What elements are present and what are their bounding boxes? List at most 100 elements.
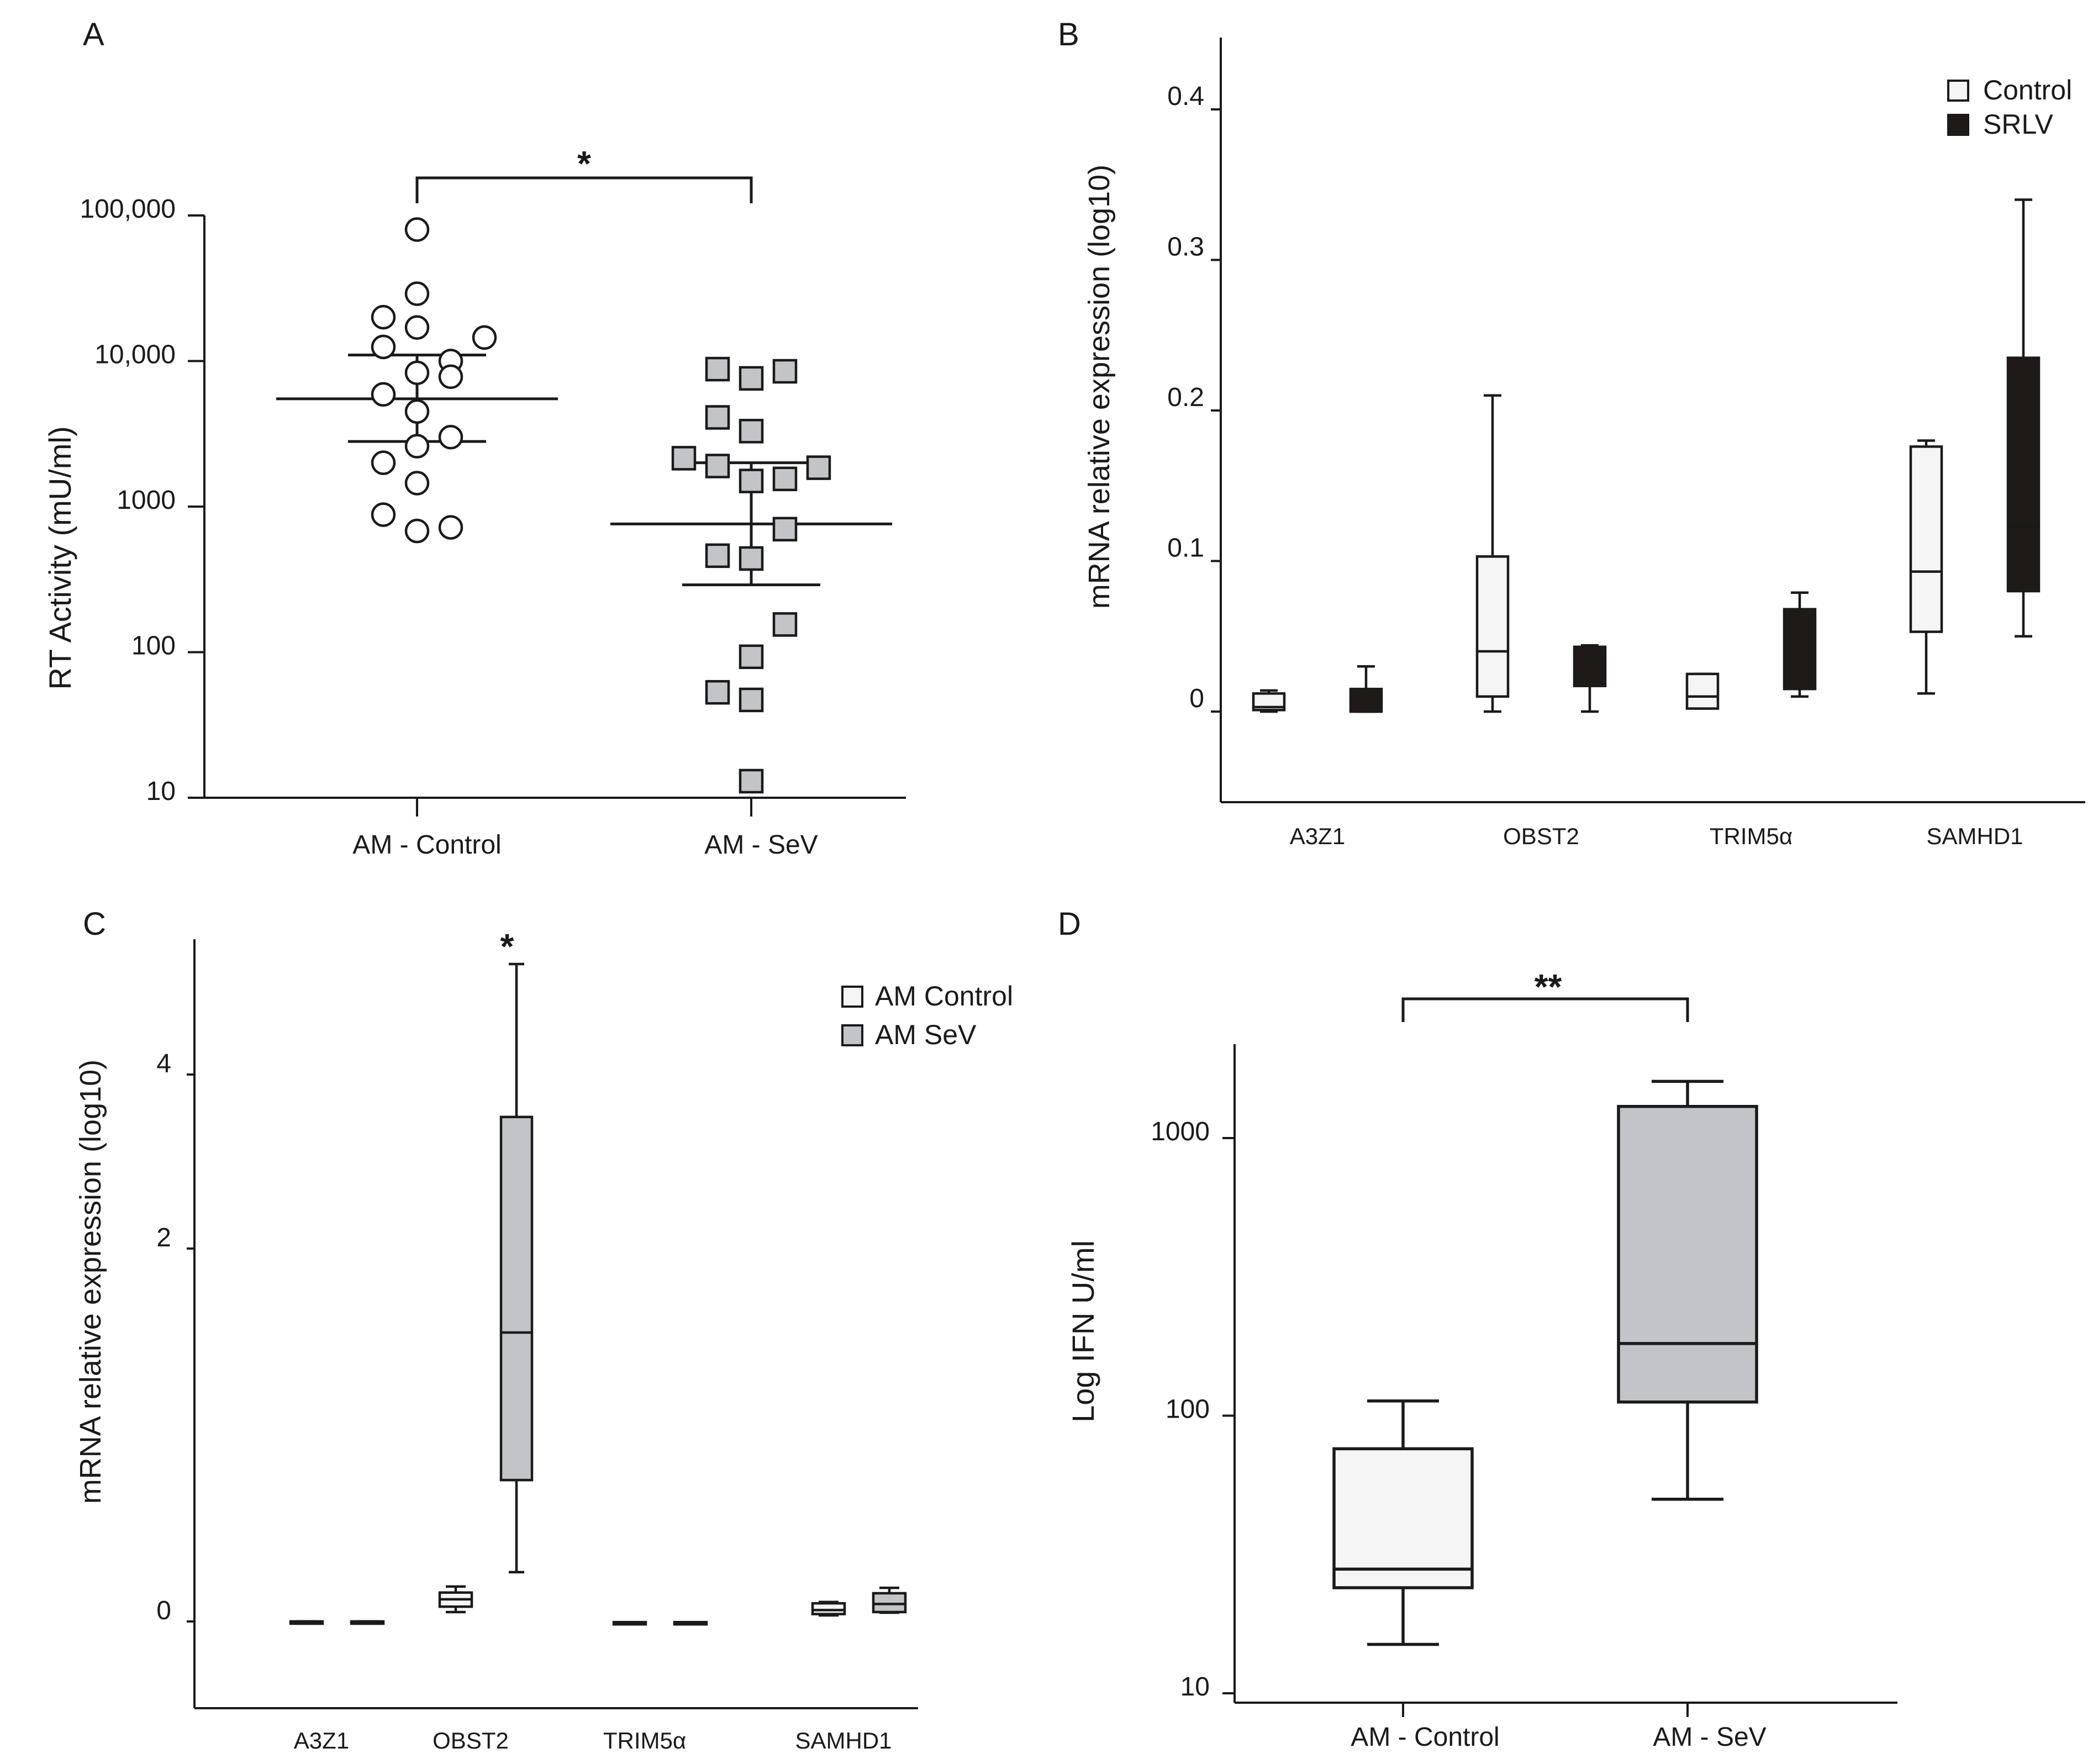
box-TRIM5α-Control: [1685, 672, 1720, 710]
panel-a-y-tick-label: 10: [146, 777, 176, 806]
panel-c-y-title: mRNA relative expression (log10): [74, 1060, 107, 1504]
panel-a-x-tick-label: AM - Control: [352, 830, 501, 860]
panel-a-letter: A: [83, 17, 104, 52]
panel-b-letter: B: [1058, 17, 1079, 52]
data-point: [705, 454, 730, 478]
box-body: [2006, 356, 2041, 593]
panel-b-x-tick-label: A3Z1: [1290, 823, 1345, 849]
data-point: [806, 455, 831, 480]
data-point: [438, 425, 463, 450]
panel-a-significance-label: *: [577, 144, 591, 183]
box-body: [811, 1602, 846, 1615]
panel-b-y-tick-label: 0.3: [1167, 233, 1204, 262]
legend-swatch: [841, 986, 863, 1008]
box-body: [872, 1592, 907, 1614]
box-SAMHD1-AM SeV: [872, 1586, 907, 1614]
data-point: [671, 446, 697, 471]
panel-d-x-tick-label: AM - SeV: [1653, 1723, 1766, 1752]
data-point: [404, 471, 430, 496]
box-SAMHD1-SRLV: [2006, 198, 2041, 638]
box-body: [1573, 645, 1607, 687]
data-point: [404, 217, 430, 242]
data-point: [371, 450, 396, 475]
panel-c-x-tick-label: OBST2: [433, 1728, 509, 1754]
box-A3Z1-Control: [1252, 689, 1286, 713]
box-A3Z1-AM SeV: [350, 1620, 385, 1625]
box-body: [1685, 672, 1720, 710]
box-body: [1475, 555, 1510, 698]
data-point: [705, 543, 730, 568]
data-point: [371, 502, 396, 527]
box-body: [1349, 687, 1383, 713]
data-point: [438, 515, 463, 540]
box-SAMHD1-Control: [1909, 439, 1943, 695]
legend-swatch: [1947, 80, 1969, 102]
data-point: [772, 517, 798, 542]
box-OBST2-SRLV: [1573, 644, 1607, 713]
box-OBST2-AM Control: [438, 1585, 473, 1614]
data-point: [371, 304, 396, 330]
panel-b-box-plot: 0 0.1 0.2 0.3 0.4 A3Z1 OBST2 TRIM5α SAMHD1 Contro…: [1167, 38, 2085, 849]
data-point: [404, 281, 430, 306]
box-OBST2-AM SeV: [499, 962, 534, 1574]
data-point: [772, 612, 798, 637]
panel-b-x-tick-label: OBST2: [1503, 823, 1579, 849]
legend-swatch: [841, 1024, 863, 1046]
box-body: [499, 1115, 534, 1482]
box-TRIM5α-AM SeV: [673, 1620, 708, 1626]
data-point: [739, 687, 764, 713]
panel-c-x-tick-label: A3Z1: [294, 1728, 349, 1754]
box-A3Z1-SRLV: [1349, 665, 1383, 713]
data-point: [705, 356, 730, 382]
legend-label: Control: [1983, 75, 2072, 106]
box-TRIM5α-SRLV: [1783, 591, 1817, 698]
panel-a-y-tick-label: 100,000: [80, 194, 176, 224]
data-point: [772, 359, 798, 384]
panel-b-y-tick-label: 0.4: [1167, 82, 1204, 111]
legend-label: SRLV: [1983, 109, 2054, 140]
data-point: [404, 399, 430, 424]
panel-d-y-tick-label: 100: [1166, 1395, 1210, 1424]
panel-a-y-tick-label: 10,000: [94, 340, 176, 370]
panel-d-significance-bracket: [1401, 997, 1689, 1022]
data-point: [739, 644, 764, 670]
data-point: [739, 546, 764, 571]
data-point: [404, 434, 430, 459]
box-body: [1783, 608, 1817, 691]
box-AM - Control-: [1332, 1399, 1474, 1646]
data-point: [404, 518, 430, 544]
panel-d-significance-label: **: [1535, 967, 1562, 1007]
box-TRIM5α-AM Control: [612, 1620, 647, 1626]
panel-d-y-title: Log IFN U/ml: [1066, 1240, 1100, 1423]
panel-a-y-tick-label: 100: [131, 631, 176, 661]
panel-d-y-tick-label: 10: [1180, 1672, 1210, 1702]
legend-label: AM SeV: [875, 1019, 977, 1050]
data-point: [739, 366, 764, 391]
panel-d-letter: D: [1058, 906, 1081, 942]
legend-label: AM Control: [875, 981, 1013, 1012]
panel-c-y-tick-label: 2: [156, 1223, 171, 1252]
box-A3Z1-AM Control: [289, 1620, 324, 1625]
panel-d-y-tick-label: 1000: [1151, 1117, 1210, 1146]
data-point: [739, 419, 764, 444]
data-point: [705, 680, 730, 705]
panel-c-letter: C: [83, 906, 106, 942]
box-SAMHD1-AM Control: [811, 1600, 846, 1617]
box-AM - SeV-: [1617, 1080, 1758, 1501]
panel-b-x-tick-label: SAMHD1: [1926, 823, 2023, 849]
panel-c-x-tick-label: SAMHD1: [795, 1728, 892, 1754]
data-point: [472, 325, 497, 350]
panel-b-y-tick-label: 0.1: [1167, 534, 1204, 563]
data-point: [371, 334, 396, 360]
panel-a-y-title: RT Activity (mU/ml): [43, 426, 77, 689]
data-point: [371, 382, 396, 407]
panel-a-y-tick-label: 1000: [117, 486, 176, 515]
panel-b-y-title: mRNA relative expression (log10): [1083, 165, 1116, 609]
panel-b-x-tick-label: TRIM5α: [1710, 823, 1793, 849]
data-point: [772, 466, 798, 492]
panel-d-x-tick-label: AM - Control: [1351, 1723, 1499, 1752]
box-body: [1617, 1104, 1758, 1404]
panel-a-scatter-plot: 10 100 1000 10,000 100,000 AM - Control AM - S…: [80, 144, 906, 860]
panel-c-x-tick-label: TRIM5α: [603, 1728, 686, 1754]
